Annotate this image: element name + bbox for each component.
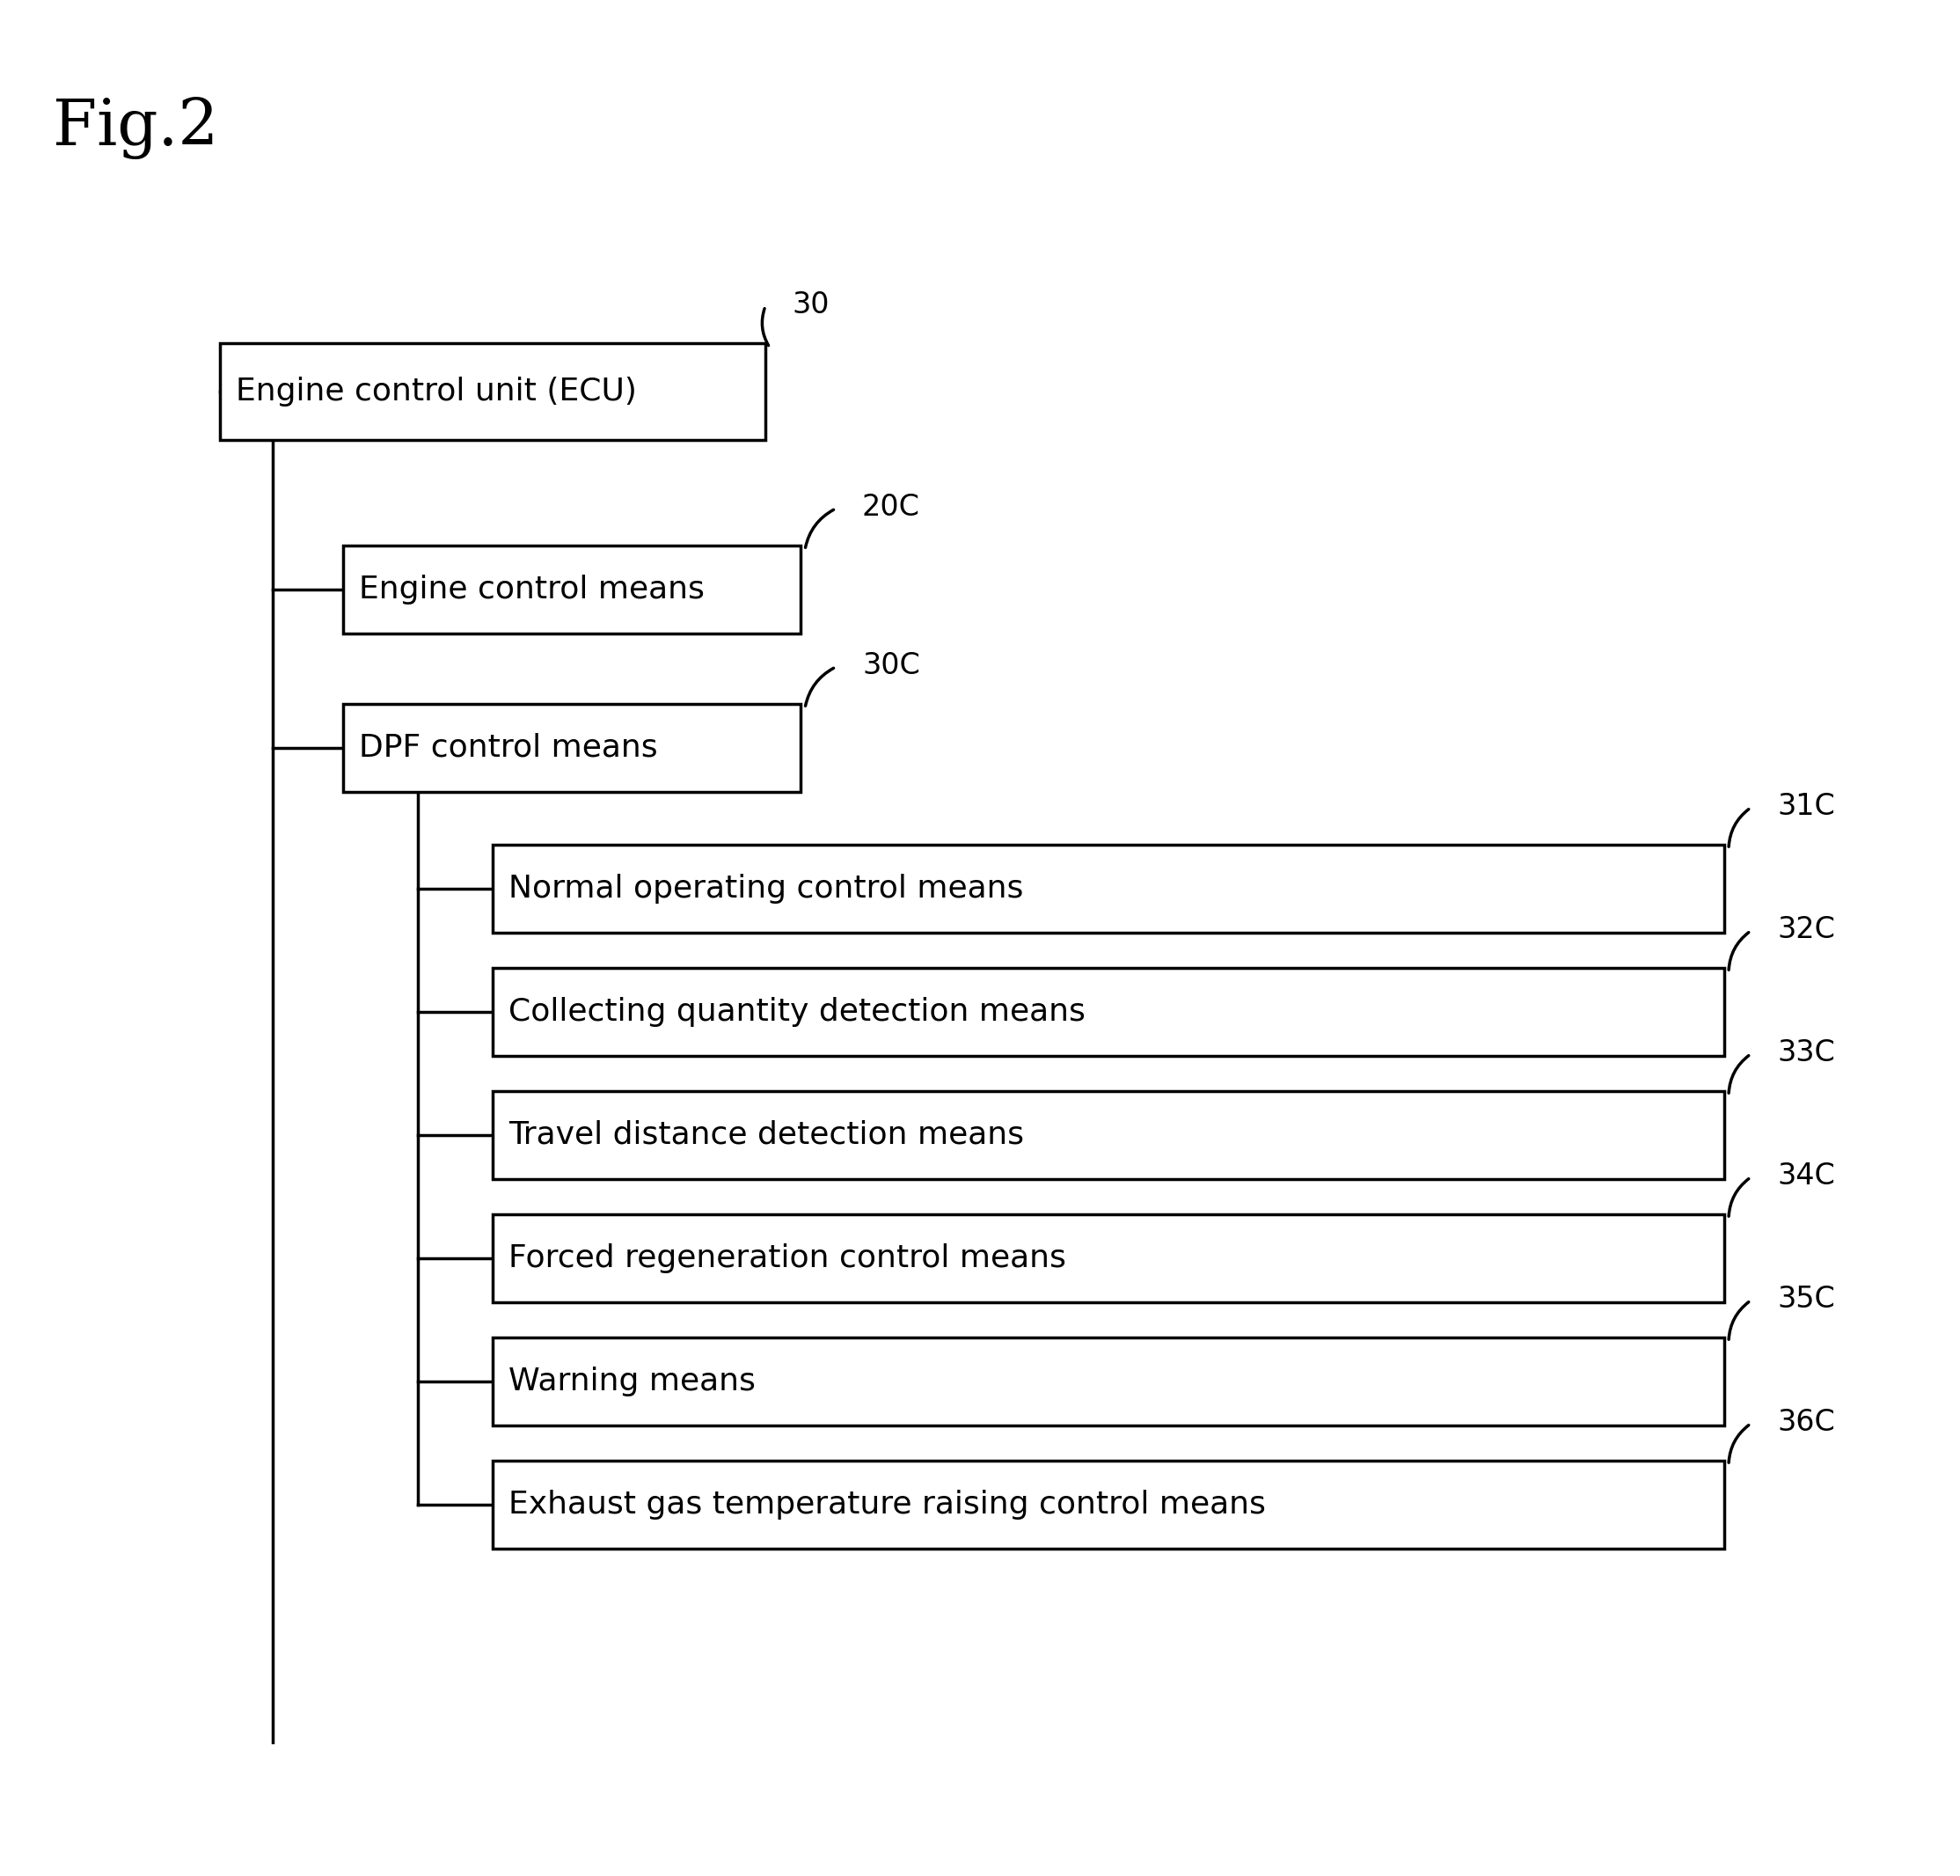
Text: DPF control means: DPF control means [359,734,659,764]
Bar [492,844,1725,932]
Text: 34C: 34C [1778,1161,1835,1191]
Bar [343,704,800,792]
Text: Forced regeneration control means: Forced regeneration control means [508,1244,1066,1274]
Text: Engine control unit (ECU): Engine control unit (ECU) [235,377,637,407]
Bar [492,1461,1725,1550]
Text: Collecting quantity detection means: Collecting quantity detection means [508,996,1086,1026]
Text: 20C: 20C [862,493,919,522]
Bar [492,968,1725,1056]
Text: Warning means: Warning means [508,1366,755,1396]
Text: 35C: 35C [1778,1285,1835,1313]
Text: Exhaust gas temperature raising control means: Exhaust gas temperature raising control … [508,1490,1266,1520]
Bar [492,1338,1725,1426]
Bar [492,1092,1725,1180]
Text: Fig.2: Fig.2 [53,98,218,159]
Text: Engine control means: Engine control means [359,574,704,604]
Bar [343,546,800,634]
Text: Normal operating control means: Normal operating control means [508,874,1023,904]
Bar [220,343,764,441]
Text: 32C: 32C [1778,915,1835,944]
Text: 31C: 31C [1778,792,1835,822]
Text: Travel distance detection means: Travel distance detection means [508,1120,1023,1150]
Text: 36C: 36C [1778,1407,1835,1437]
Text: 30: 30 [792,291,829,319]
Bar [492,1214,1725,1302]
Text: 30C: 30C [862,651,919,681]
Text: 33C: 33C [1778,1037,1835,1067]
